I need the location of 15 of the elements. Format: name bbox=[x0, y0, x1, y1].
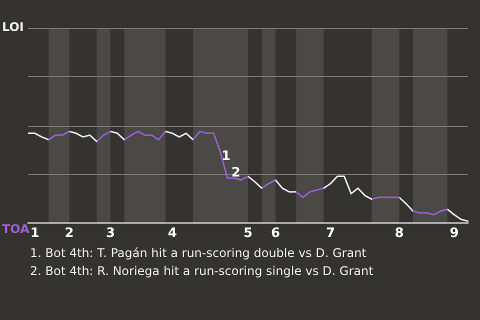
annotation: 1 bbox=[222, 149, 231, 164]
x-tick-label: 3 bbox=[106, 226, 116, 241]
text: 1. Bot 4th: T. Pagán hit a run-scoring double vs D. Grant bbox=[30, 245, 368, 262]
text: 2. Bot 4th: R. Noriega hit a run-scoring single vs D. Grant bbox=[30, 263, 374, 280]
text: LOI bbox=[2, 20, 24, 34]
x-tick-label: 2 bbox=[64, 226, 74, 241]
annotation: TOA bbox=[2, 222, 30, 236]
x-tick-label: 7 bbox=[326, 226, 336, 241]
annotation: 2 bbox=[231, 166, 240, 181]
x-tick-label: 5 bbox=[243, 226, 253, 241]
x-tick-label: 9 bbox=[450, 226, 459, 241]
x-tick-label: 6 bbox=[270, 226, 280, 241]
x-tick-label: 4 bbox=[168, 226, 177, 241]
x-tick-label: 1 bbox=[30, 226, 40, 241]
x-tick-label: 8 bbox=[394, 226, 404, 241]
